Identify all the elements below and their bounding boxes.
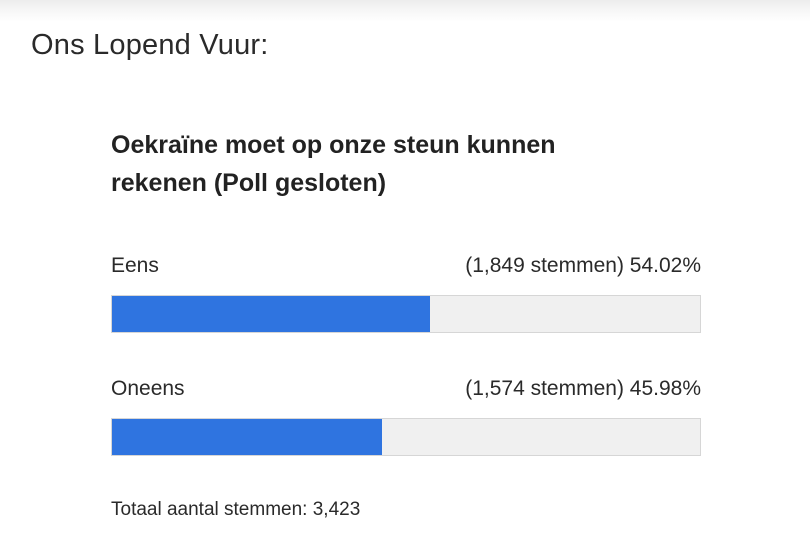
- poll-result-bar-fill: [112, 419, 383, 455]
- poll-option-label: Eens: [111, 254, 159, 277]
- poll-result-bar-track: [111, 295, 701, 333]
- poll-option-result: (1,849 stemmen) 54.02%: [465, 254, 701, 277]
- poll-option-row: Oneens (1,574 stemmen) 45.98%: [111, 377, 701, 403]
- poll-option-row: Eens (1,849 stemmen) 54.02%: [111, 254, 701, 280]
- poll-total-votes: Totaal aantal stemmen: 3,423: [111, 499, 361, 520]
- poll-result-bar-track: [111, 418, 701, 456]
- poll-question: Oekraïne moet op onze steun kunnen reken…: [111, 131, 556, 197]
- poll-option-result: (1,574 stemmen) 45.98%: [465, 377, 701, 400]
- poll-option-oneens: Oneens (1,574 stemmen) 45.98%: [111, 377, 701, 456]
- top-shadow: [0, 0, 810, 22]
- page-heading: Ons Lopend Vuur:: [31, 29, 269, 61]
- poll-widget: Oekraïne moet op onze steun kunnen reken…: [111, 126, 701, 521]
- poll-option-eens: Eens (1,849 stemmen) 54.02%: [111, 254, 701, 333]
- poll-result-bar-fill: [112, 296, 430, 332]
- poll-option-label: Oneens: [111, 377, 185, 400]
